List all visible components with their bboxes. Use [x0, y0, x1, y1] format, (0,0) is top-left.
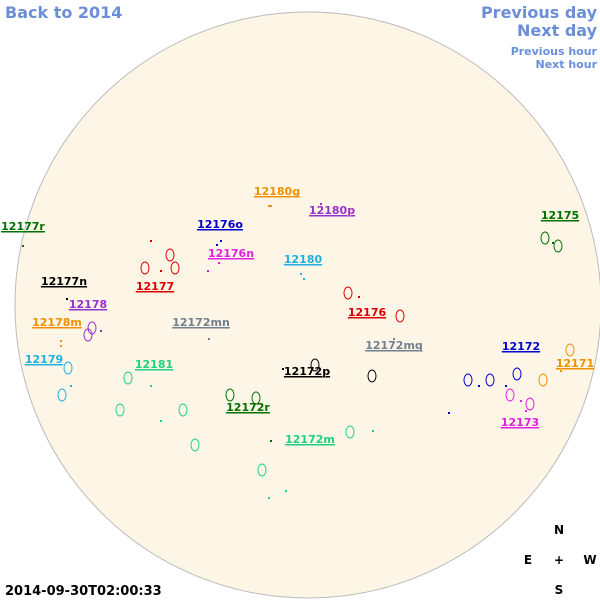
spot-contour	[485, 373, 495, 387]
spot	[160, 420, 162, 422]
region-label: 12181	[135, 358, 173, 371]
spot	[285, 490, 287, 492]
spot	[70, 385, 72, 387]
spot	[372, 430, 374, 432]
compass-south: S	[555, 583, 564, 597]
spot-contour	[538, 373, 548, 387]
region-label: 12172mq	[365, 339, 423, 352]
spot	[100, 330, 102, 332]
region-label: 12172	[502, 340, 540, 353]
region-label: 12177n	[41, 275, 87, 288]
region-label: 12177	[136, 280, 174, 293]
spot	[282, 368, 284, 370]
spot-contour	[170, 261, 180, 275]
next-day-link[interactable]: Next day	[517, 21, 597, 40]
spot-contour	[83, 328, 93, 342]
spot	[448, 412, 450, 414]
spot	[478, 385, 480, 387]
spot	[270, 205, 272, 207]
region-label: 12176	[348, 306, 387, 319]
spot	[150, 240, 152, 242]
spot	[66, 298, 68, 300]
spot	[525, 410, 527, 412]
region-label: 12180g	[254, 185, 300, 198]
region-label: 12176o	[197, 218, 243, 231]
region-label: 12178m	[32, 316, 82, 329]
compass-center: +	[554, 553, 564, 567]
solar-disk	[14, 11, 600, 599]
spot-contour	[165, 248, 175, 262]
spot-contour	[63, 361, 73, 375]
spot	[270, 440, 272, 442]
spot-contour	[310, 358, 320, 372]
region-label: 12172m	[285, 433, 335, 446]
spot	[320, 203, 322, 205]
compass-west: W	[583, 553, 596, 567]
spot	[207, 270, 209, 272]
spot	[208, 338, 210, 340]
compass-north: N	[554, 523, 564, 537]
spot-contour	[512, 367, 522, 381]
compass-east: E	[524, 553, 532, 567]
previous-day-link[interactable]: Previous day	[480, 3, 597, 22]
spot	[358, 296, 360, 298]
back-link[interactable]: Back to 2014	[5, 3, 123, 22]
spot	[220, 240, 222, 242]
spot	[160, 270, 162, 272]
spot	[303, 278, 305, 280]
spot-contour	[525, 397, 535, 411]
spot-contour	[257, 463, 267, 477]
spot-contour	[115, 403, 125, 417]
region-label: 12173	[501, 416, 539, 429]
spot-contour	[190, 438, 200, 452]
spot-contour	[505, 388, 515, 402]
previous-hour-link[interactable]: Previous hour	[510, 45, 597, 58]
spot-contour	[225, 388, 235, 402]
region-label: 12172mn	[172, 316, 230, 329]
spot-contour	[123, 371, 133, 385]
spot-contour	[57, 388, 67, 402]
spot-contour	[251, 391, 261, 405]
spot-contour	[140, 261, 150, 275]
spot-contour	[367, 369, 377, 383]
spot-contour	[343, 286, 353, 300]
next-hour-link[interactable]: Next hour	[535, 58, 598, 71]
region-label: 12176n	[208, 247, 254, 260]
spot	[218, 262, 220, 264]
spot-contour	[345, 425, 355, 439]
spot	[216, 244, 218, 246]
spot	[22, 245, 24, 247]
spot	[150, 385, 152, 387]
spot	[300, 273, 302, 275]
timestamp: 2014-09-30T02:00:33	[5, 584, 162, 599]
region-label: 12180p	[309, 204, 355, 217]
spot	[60, 345, 62, 347]
spot-contour	[178, 403, 188, 417]
region-label: 12180	[284, 253, 323, 266]
spot-contour	[565, 343, 575, 357]
spot	[552, 242, 554, 244]
spot	[560, 370, 562, 372]
region-label: 12178	[69, 298, 107, 311]
region-label: 12175	[541, 209, 579, 222]
spot	[268, 497, 270, 499]
region-label: 12179	[25, 353, 63, 366]
spot-contour	[540, 231, 550, 245]
spot	[520, 400, 522, 402]
region-label: 12172p	[284, 365, 330, 378]
spot	[60, 340, 62, 342]
spot-contour	[463, 373, 473, 387]
region-label: 12177r	[1, 220, 45, 233]
spot	[393, 338, 395, 340]
spot-contour	[395, 309, 405, 323]
spot-contour	[553, 239, 563, 253]
region-label: 12172r	[226, 401, 270, 414]
spot	[505, 385, 507, 387]
spot	[268, 205, 270, 207]
region-label: 12171	[556, 357, 594, 370]
